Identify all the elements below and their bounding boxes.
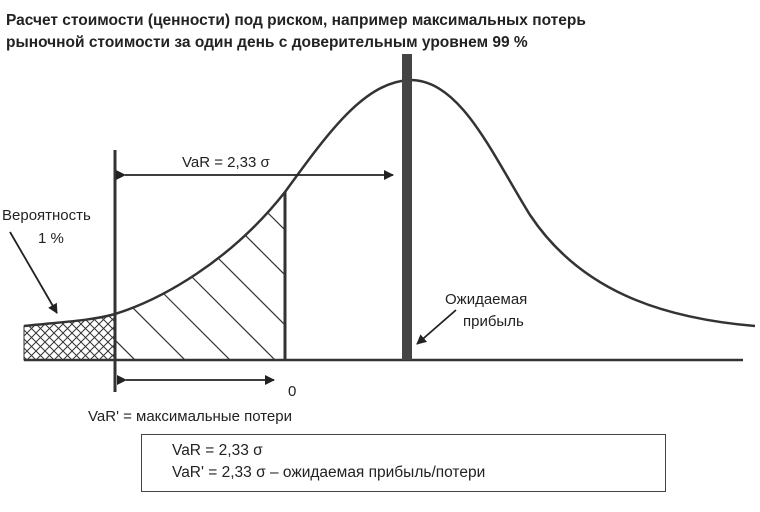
probability-label-line-1: Вероятность <box>2 207 91 224</box>
loss-area-hatch <box>115 199 285 360</box>
probability-pointer-arrow <box>9 231 58 314</box>
var-prime-caption: VaR' = максимальные потери <box>88 408 292 425</box>
title-line-1: Расчет стоимости (ценности) под риском, … <box>6 12 586 29</box>
expected-profit-pointer-arrow <box>416 309 457 345</box>
zero-label: 0 <box>288 383 296 400</box>
var-arrow-label: VaR = 2,33 σ <box>182 154 271 171</box>
expected-profit-label-line-2: прибыль <box>463 313 524 330</box>
diagram-title: Расчет стоимости (ценности) под риском, … <box>6 10 756 54</box>
distribution-curve <box>23 78 756 328</box>
expected-profit-line <box>402 54 412 360</box>
formula-var-prime: VaR' = 2,33 σ – ожидаемая прибыль/потери <box>172 464 486 481</box>
formula-var: VaR = 2,33 σ <box>172 442 263 459</box>
expected-profit-label-line-1: Ожидаемая <box>445 291 527 308</box>
title-line-2: рыночной стоимости за один день с довери… <box>6 34 528 51</box>
probability-label-line-2: 1 % <box>38 230 64 247</box>
formula-box: VaR = 2,33 σ VaR' = 2,33 σ – ожидаемая п… <box>141 434 666 492</box>
